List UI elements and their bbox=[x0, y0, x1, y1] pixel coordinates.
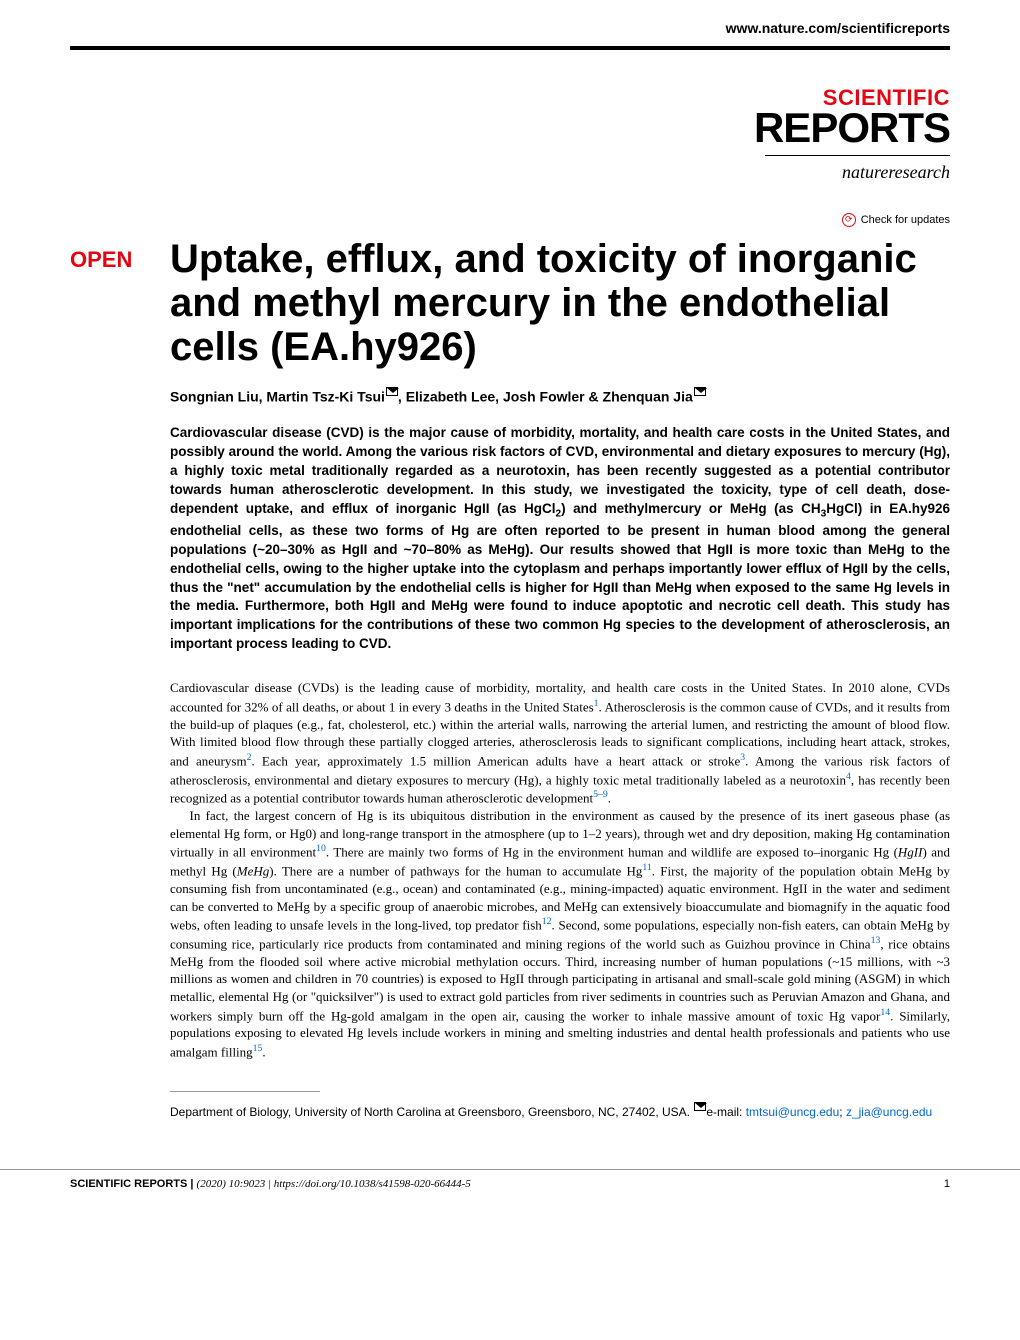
footer-citation: (2020) 10:9023 | https://doi.org/10.1038… bbox=[197, 1178, 471, 1190]
check-updates-link[interactable]: ⟳ Check for updates bbox=[70, 213, 950, 227]
page-footer: SCIENTIFIC REPORTS | (2020) 10:9023 | ht… bbox=[0, 1169, 1020, 1190]
abstract-text: Cardiovascular disease (CVD) is the majo… bbox=[170, 424, 950, 654]
journal-branding: SCIENTIFIC REPORTS natureresearch bbox=[70, 85, 950, 183]
check-updates-icon: ⟳ bbox=[842, 213, 856, 227]
footer-page-number: 1 bbox=[944, 1178, 950, 1190]
body-paragraph: In fact, the largest concern of Hg is it… bbox=[170, 807, 950, 1061]
journal-reports: REPORTS bbox=[70, 109, 950, 147]
open-access-badge: OPEN bbox=[70, 237, 150, 1119]
authors-list: Songnian Liu, Martin Tsz-Ki Tsui, Elizab… bbox=[170, 387, 950, 405]
mail-icon bbox=[694, 1102, 706, 1111]
body-text: Cardiovascular disease (CVDs) is the lea… bbox=[170, 679, 950, 1061]
article-title: Uptake, efflux, and toxicity of inorgani… bbox=[170, 237, 950, 369]
affiliation-text: Department of Biology, University of Nor… bbox=[170, 1102, 950, 1119]
natureresearch-label: natureresearch bbox=[70, 162, 950, 183]
mail-icon bbox=[386, 387, 398, 396]
journal-divider bbox=[765, 155, 950, 156]
affiliation-separator bbox=[170, 1091, 320, 1092]
check-updates-label: Check for updates bbox=[861, 214, 950, 226]
header-url: www.nature.com/scientificreports bbox=[70, 0, 950, 50]
body-paragraph: Cardiovascular disease (CVDs) is the lea… bbox=[170, 679, 950, 807]
footer-journal: SCIENTIFIC REPORTS | bbox=[70, 1178, 193, 1190]
mail-icon bbox=[694, 387, 706, 396]
